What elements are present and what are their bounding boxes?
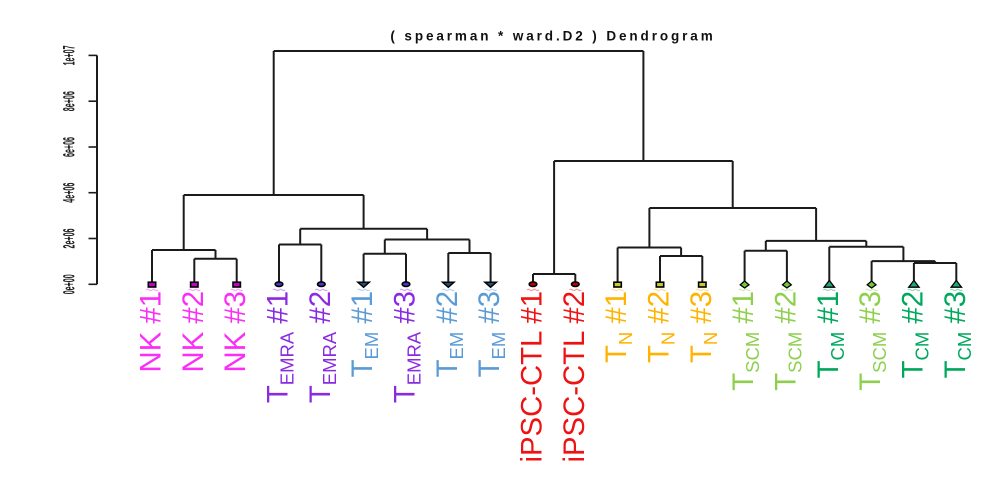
svg-text:TCM #2: TCM #2 <box>896 291 932 378</box>
svg-text:( spearman * ward.D2 ) Dendrog: ( spearman * ward.D2 ) Dendrogram <box>390 29 715 44</box>
svg-text:TCM #3: TCM #3 <box>939 291 975 378</box>
svg-text:TN #2: TN #2 <box>643 291 679 363</box>
svg-text:6e+06: 6e+06 <box>59 137 79 157</box>
svg-text:TN #1: TN #1 <box>600 291 636 363</box>
svg-text:1e+07: 1e+07 <box>59 45 79 65</box>
svg-text:TEM #3: TEM #3 <box>473 291 509 377</box>
svg-text:TEMRA #1: TEMRA #1 <box>262 291 298 403</box>
svg-text:TN #3: TN #3 <box>685 291 721 363</box>
svg-text:2e+06: 2e+06 <box>59 228 79 248</box>
svg-text:8e+06: 8e+06 <box>59 91 79 111</box>
svg-text:TSCM #3: TSCM #3 <box>854 291 890 391</box>
svg-text:NK #3: NK #3 <box>219 291 252 372</box>
svg-text:4e+06: 4e+06 <box>59 183 79 203</box>
svg-text:iPSC-CTL #2: iPSC-CTL #2 <box>558 291 591 463</box>
svg-text:TCM #1: TCM #1 <box>812 291 848 378</box>
svg-text:0e+00: 0e+00 <box>59 274 79 294</box>
svg-text:NK #1: NK #1 <box>135 291 168 372</box>
svg-text:iPSC-CTL #1: iPSC-CTL #1 <box>516 291 549 463</box>
svg-text:NK #2: NK #2 <box>177 291 210 372</box>
